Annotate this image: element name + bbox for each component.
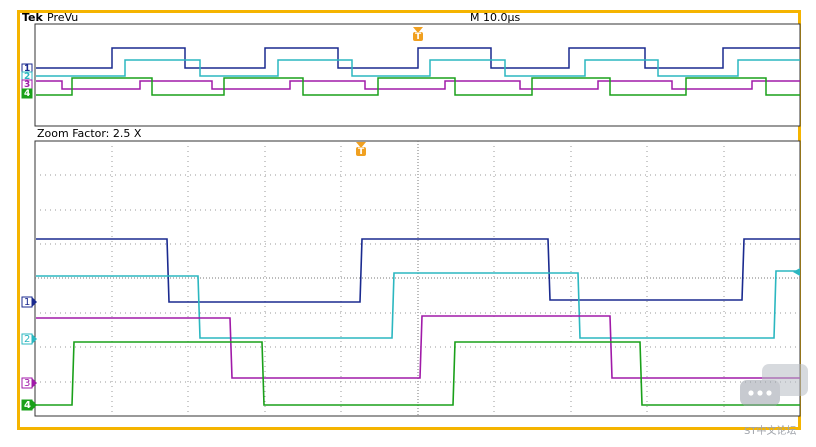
overview-ch1-trace — [36, 47, 800, 69]
zoom-ch3-trace — [36, 315, 800, 379]
zoom-channel-markers — [21, 296, 37, 411]
overview-ch4-trace — [36, 77, 800, 96]
mode-label: PreVu — [47, 11, 79, 24]
overview-ch2-trace — [36, 59, 800, 77]
trigger-markers — [356, 27, 423, 156]
zoom-ch2-trace — [36, 270, 800, 339]
overview-ch4-marker[interactable]: 4 — [24, 89, 31, 99]
zoom-ch3-marker[interactable]: 3 — [24, 378, 31, 389]
overview-channel-markers — [21, 63, 33, 99]
zoom-trigger-marker[interactable]: T — [358, 147, 365, 157]
watermark-bubble-icon — [740, 364, 808, 406]
overview-ch1-marker[interactable]: 1 — [24, 64, 31, 74]
zoom-grid — [35, 141, 800, 416]
overview-ch3-trace — [36, 80, 800, 90]
overview-traces — [36, 47, 800, 96]
overview-trigger-marker[interactable]: T — [415, 32, 422, 42]
zoom-traces — [36, 238, 800, 406]
watermark-text: ST中文论坛 — [744, 426, 797, 437]
zoom-crosshair — [35, 141, 800, 416]
overview-ch2-marker[interactable]: 2 — [24, 72, 31, 82]
zoom-ch1-marker[interactable]: 1 — [24, 297, 31, 308]
zoom-ch1-trace — [36, 238, 800, 303]
zoom-ch2-marker[interactable]: 2 — [24, 334, 31, 345]
zoom-factor-label: Zoom Factor: 2.5 X — [37, 127, 142, 140]
brand-label: Tek — [22, 11, 43, 24]
overview-ch3-marker[interactable]: 3 — [24, 80, 31, 90]
zoom-ch4-trace — [36, 341, 800, 406]
ch2-level-arrow — [793, 268, 800, 276]
timebase-readout: M 10.0μs — [470, 11, 521, 24]
zoom-ch4-marker[interactable]: 4 — [24, 400, 31, 411]
